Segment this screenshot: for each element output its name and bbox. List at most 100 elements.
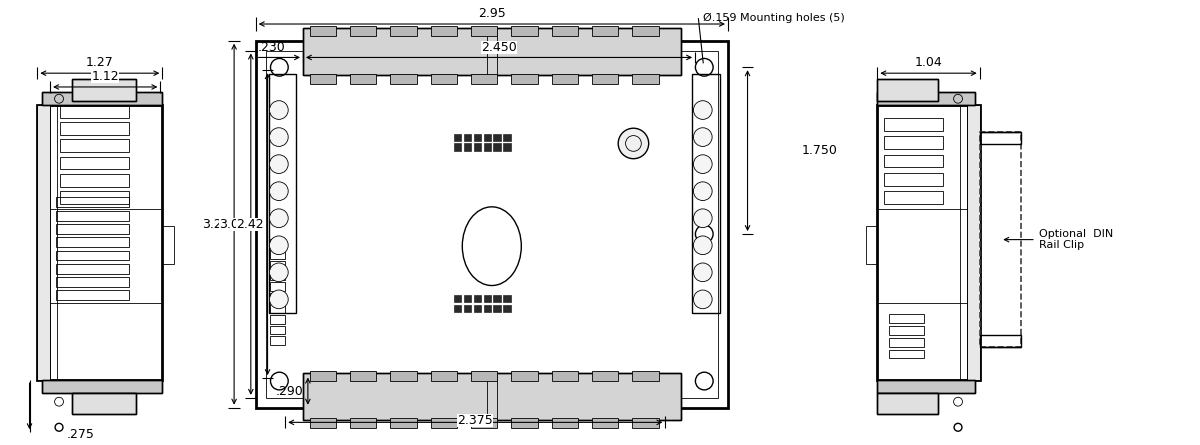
Bar — [256, 41, 728, 408]
Bar — [877, 79, 938, 101]
Bar — [270, 315, 286, 324]
Bar — [350, 74, 377, 84]
Bar — [493, 134, 500, 141]
Text: 2.375: 2.375 — [457, 414, 493, 427]
Bar — [72, 393, 136, 414]
Bar — [592, 26, 618, 36]
Text: Ø.159 Mounting holes (5): Ø.159 Mounting holes (5) — [703, 13, 845, 23]
Bar — [474, 143, 481, 151]
Bar — [390, 74, 416, 84]
Bar — [511, 26, 538, 36]
Bar — [302, 373, 680, 421]
Bar — [270, 304, 286, 313]
Bar — [72, 393, 136, 414]
Circle shape — [270, 182, 288, 201]
Bar — [967, 105, 979, 380]
Circle shape — [270, 290, 288, 309]
Bar — [302, 28, 680, 75]
Bar — [877, 105, 979, 380]
Bar — [162, 226, 174, 264]
Bar — [42, 92, 162, 105]
Text: Optional  DIN
Rail Clip: Optional DIN Rail Clip — [1004, 229, 1112, 251]
Circle shape — [270, 128, 288, 146]
Bar — [42, 380, 162, 393]
Bar — [350, 418, 377, 428]
Bar — [632, 418, 659, 428]
Bar — [472, 74, 497, 84]
Text: 2.42: 2.42 — [236, 218, 264, 231]
Bar — [270, 326, 286, 335]
Bar — [484, 295, 491, 303]
Bar — [310, 418, 336, 428]
Bar — [60, 174, 128, 186]
Bar — [60, 105, 128, 118]
Bar — [302, 373, 680, 421]
Bar — [390, 418, 416, 428]
Bar — [877, 380, 974, 393]
Bar — [42, 92, 162, 105]
Bar — [474, 134, 481, 141]
Bar — [431, 418, 457, 428]
Bar — [310, 74, 336, 84]
Bar — [503, 143, 510, 151]
Bar — [464, 134, 472, 141]
Bar — [56, 277, 128, 287]
Bar — [511, 418, 538, 428]
Bar — [60, 191, 128, 204]
Bar — [56, 251, 128, 260]
Bar — [877, 393, 938, 414]
Bar — [503, 305, 510, 312]
Bar — [474, 305, 481, 312]
Circle shape — [270, 209, 288, 227]
Bar — [72, 79, 136, 101]
Bar — [503, 134, 510, 141]
Bar — [269, 73, 296, 313]
Bar — [60, 139, 128, 152]
Bar — [979, 132, 1021, 347]
Circle shape — [694, 236, 712, 255]
Bar — [302, 28, 680, 75]
Bar — [877, 92, 974, 105]
Bar — [270, 293, 286, 302]
Bar — [454, 134, 462, 141]
Bar — [493, 143, 500, 151]
Circle shape — [694, 101, 712, 119]
Bar — [884, 137, 943, 149]
Circle shape — [270, 155, 288, 174]
Bar — [265, 51, 718, 398]
Circle shape — [694, 290, 712, 309]
Bar — [877, 92, 974, 105]
Text: .275: .275 — [67, 428, 95, 441]
Bar — [632, 371, 659, 381]
Bar — [552, 74, 578, 84]
Bar — [464, 143, 472, 151]
Circle shape — [694, 128, 712, 146]
Text: 1.27: 1.27 — [86, 56, 114, 69]
Bar — [60, 122, 128, 135]
Bar — [472, 26, 497, 36]
Bar — [390, 26, 416, 36]
Bar — [431, 371, 457, 381]
Circle shape — [694, 263, 712, 282]
Circle shape — [270, 101, 288, 119]
Text: 1.04: 1.04 — [914, 56, 942, 69]
Text: 2.450: 2.450 — [481, 40, 517, 53]
Bar — [56, 291, 128, 300]
Bar — [884, 118, 943, 131]
Bar — [56, 210, 128, 221]
Bar — [270, 250, 286, 259]
Bar — [692, 73, 720, 313]
Bar — [493, 295, 500, 303]
Bar — [454, 305, 462, 312]
Bar — [474, 295, 481, 303]
Bar — [56, 198, 128, 207]
Bar — [877, 380, 974, 393]
Bar — [592, 418, 618, 428]
Bar — [889, 326, 924, 335]
Bar — [37, 105, 50, 380]
Text: 3.00: 3.00 — [220, 218, 247, 231]
Bar — [511, 74, 538, 84]
Text: 2.95: 2.95 — [478, 7, 505, 20]
Text: 1.750: 1.750 — [802, 144, 838, 157]
Text: .290: .290 — [275, 384, 302, 398]
